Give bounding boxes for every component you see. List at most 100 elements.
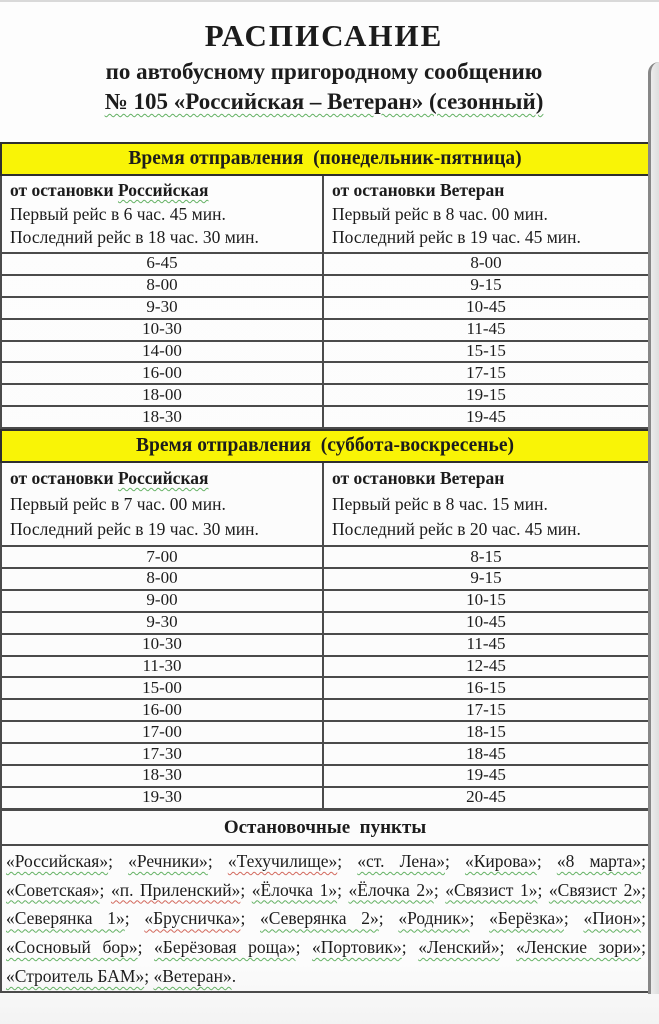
departure-time-rossiyskaya: 10-30	[2, 319, 324, 340]
stop-name: «Пион»	[583, 908, 642, 929]
stop-name: «Родник»	[398, 908, 470, 929]
stop-name: «п. Приленский»	[110, 879, 241, 900]
departure-time-veteran: 19-45	[466, 407, 506, 426]
departure-time-veteran: 9-15	[470, 275, 502, 295]
first-trip-text: Первый рейс в 6 час. 45 мин.	[10, 203, 226, 224]
departure-time-veteran: 12-45	[466, 656, 506, 676]
from-stop-label: от остановки Российская	[10, 180, 209, 200]
departure-time-veteran: 9-15	[470, 569, 502, 588]
time-row: 9-00 10-15	[0, 590, 648, 613]
document-header: РАСПИСАНИЕ по автобусному пригородному с…	[0, 2, 648, 142]
weekday-section-header: Время отправления (понедельник-пятница)	[0, 142, 648, 176]
time-row: 9-30 10-45	[0, 612, 648, 635]
departure-time-rossiyskaya: 8-00	[2, 275, 324, 296]
stop-name: «Связист 1»	[445, 879, 538, 900]
stops-list: «Российская»; «Речники»; «Техучилище»; «…	[0, 845, 648, 993]
last-trip-text: Последний рейс в 19 час. 45 мин.	[332, 227, 581, 247]
stop-name-underlined: Российская	[117, 468, 209, 489]
departure-time-veteran: 19-15	[466, 385, 506, 404]
departure-time-rossiyskaya: 16-00	[2, 363, 324, 384]
stop-name: «Кирова»	[464, 850, 537, 871]
stop-name: «Российская»	[6, 850, 109, 871]
time-row: 6-45 8-00	[0, 254, 648, 276]
page-title: РАСПИСАНИЕ	[204, 18, 444, 53]
time-row: 9-30 10-45	[0, 297, 648, 320]
departure-time-veteran: 20-45	[466, 787, 506, 807]
departure-time-rossiyskaya: 17-00	[2, 722, 324, 743]
last-trip-text: Последний рейс в 20 час. 45 мин.	[332, 519, 581, 540]
stop-name: «ст. Лена»	[357, 850, 445, 871]
stop-name: Ветеран	[439, 180, 505, 200]
departure-time-rossiyskaya: 11-30	[2, 656, 324, 677]
departure-time-rossiyskaya: 19-30	[2, 787, 324, 808]
departure-time-rossiyskaya: 10-30	[2, 634, 324, 655]
stop-name: «Северянка 2»	[260, 908, 379, 929]
time-row: 18-00 19-15	[0, 385, 648, 408]
from-stop-label: от остановки Ветеран	[332, 180, 505, 200]
time-row: 16-00 17-15	[0, 700, 648, 723]
stop-name-underlined: Российская	[117, 180, 209, 200]
departure-time-rossiyskaya: 9-30	[2, 297, 324, 318]
departure-time-veteran: 19-45	[466, 766, 506, 785]
stop-name: «Ленские зори»	[516, 937, 642, 958]
stop-name: «Строитель БАМ»	[6, 966, 145, 986]
departure-time-rossiyskaya: 8-00	[2, 569, 324, 589]
departure-time-rossiyskaya: 7-00	[2, 547, 324, 568]
info-cell-rossiyskaya: от остановки Российская Первый рейс в 6 …	[2, 176, 324, 252]
time-row: 14-00 15-15	[0, 341, 648, 364]
weekend-info-row: от остановки Российская Первый рейс в 7 …	[0, 463, 648, 548]
last-trip-text: Последний рейс в 19 час. 30 мин.	[10, 519, 259, 540]
departure-time-rossiyskaya: 18-00	[2, 385, 324, 406]
departure-time-veteran: 10-15	[466, 590, 506, 610]
stop-name: «Связист 2»	[548, 879, 642, 900]
stop-name: «Сосновый бор»	[6, 937, 138, 958]
departure-time-veteran: 8-15	[470, 547, 502, 566]
from-stop-label: от остановки Ветеран	[332, 468, 505, 489]
stop-name: «8 марта»	[556, 850, 642, 871]
time-row: 8-00 9-15	[0, 275, 648, 298]
departure-time-veteran: 18-45	[466, 744, 506, 763]
weekend-section-header: Время отправления (суббота-воскресенье)	[0, 429, 648, 464]
first-trip-text: Первый рейс в 8 час. 00 мин.	[332, 203, 548, 224]
first-trip-text: Первый рейс в 8 час. 15 мин.	[332, 493, 548, 514]
departure-time-rossiyskaya: 16-00	[2, 700, 324, 721]
departure-time-veteran: 17-15	[466, 700, 506, 719]
departure-time-veteran: 18-15	[466, 722, 506, 741]
departure-time-veteran: 8-00	[470, 254, 502, 273]
stop-name: «Северянка 1»	[6, 908, 125, 929]
weekend-times-table: 7-00 8-15 8-00 9-15 9-00 10-15 9-30 10-45 10-30 1…	[0, 547, 648, 810]
departure-time-veteran: 16-15	[466, 678, 506, 697]
info-cell-veteran: от остановки Ветеран Первый рейс в 8 час…	[324, 176, 648, 252]
route-number-line: № 105 «Российская – Ветеран» (сезонный)	[104, 89, 544, 114]
weekday-info-row: от остановки Российская Первый рейс в 6 …	[0, 176, 648, 254]
time-row: 18-30 19-45	[0, 766, 648, 788]
departure-time-rossiyskaya: 9-00	[2, 590, 324, 611]
time-row: 8-00 9-15	[0, 569, 648, 591]
stop-name: «Ленский»	[418, 937, 500, 958]
weekend-schedule-section: Время отправления (суббота-воскресенье) …	[0, 429, 648, 810]
departure-time-rossiyskaya: 9-30	[2, 612, 324, 633]
time-row: 7-00 8-15	[0, 547, 648, 570]
stop-name: «Берёзовая роща»	[154, 937, 296, 958]
stop-name: «Брусничка»	[144, 908, 241, 929]
stop-name: «Ёлочка 1»	[251, 879, 338, 900]
page-edge-shadow	[648, 62, 659, 994]
first-trip-text: Первый рейс в 7 час. 00 мин.	[10, 493, 226, 514]
time-row: 17-30 18-45	[0, 744, 648, 767]
departure-time-rossiyskaya: 18-30	[2, 766, 324, 786]
departure-time-veteran: 10-45	[466, 612, 506, 632]
stop-name: «Техучилище»	[227, 850, 338, 871]
departure-time-veteran: 15-15	[466, 341, 506, 361]
departure-time-rossiyskaya: 6-45	[2, 254, 324, 274]
stop-name: «Берёзка»	[489, 908, 564, 929]
info-cell-veteran: от остановки Ветеран Первый рейс в 8 час…	[324, 463, 648, 545]
time-row: 15-00 16-15	[0, 678, 648, 701]
schedule-document: РАСПИСАНИЕ по автобусному пригородному с…	[0, 2, 648, 993]
departure-time-veteran: 10-45	[466, 297, 506, 317]
time-row: 10-30 11-45	[0, 319, 648, 342]
time-row: 19-30 20-45	[0, 787, 648, 810]
departure-time-rossiyskaya: 17-30	[2, 744, 324, 765]
departure-time-veteran: 17-15	[466, 363, 506, 382]
stop-name: Ветеран	[439, 468, 505, 489]
